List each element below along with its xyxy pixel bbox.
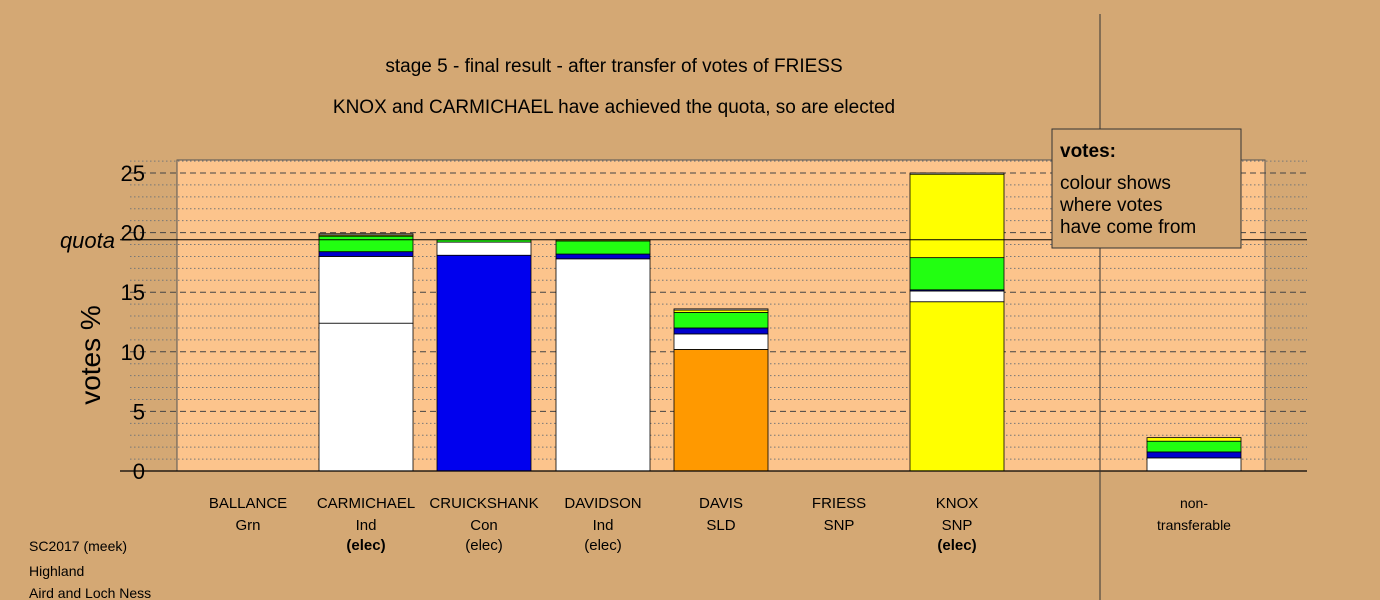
legend-line-1: colour shows: [1060, 173, 1171, 194]
bar-segment-carmichael-0: [318, 322, 414, 472]
legend-title: votes:: [1060, 141, 1116, 162]
bar-segment-cruickshank-1: [436, 241, 532, 256]
x-label-name: FRIESS: [812, 495, 866, 512]
bar-segment-knox-4: [909, 173, 1005, 259]
x-label-party: Ind: [356, 517, 377, 534]
legend-box: [1051, 128, 1242, 249]
bar-segment-davis-1: [673, 333, 769, 350]
bar-segment-davidson-0: [555, 258, 651, 472]
x-label-party: SLD: [706, 517, 735, 534]
y-tick-label: 20: [121, 221, 145, 246]
x-label-note: (elec): [584, 537, 622, 554]
x-label-note: (elec): [465, 537, 503, 554]
x-label-name: DAVIS: [699, 495, 743, 512]
legend-line-2: where votes: [1059, 195, 1162, 216]
bar-segment-carmichael-2: [318, 251, 414, 257]
bar-segment-knox-1: [909, 290, 1005, 303]
y-axis: 0 5 10 15 20 25: [121, 161, 145, 484]
bar-segment-davis-0: [673, 349, 769, 472]
bar-segment-davis-2: [673, 327, 769, 335]
x-label-name: BALLANCE: [209, 495, 287, 512]
bar-segment-davidson-1: [555, 253, 651, 260]
bar-segment-davidson-2: [555, 240, 651, 255]
chart-subtitle: KNOX and CARMICHAEL have achieved the qu…: [333, 97, 895, 118]
x-label-party: Ind: [593, 517, 614, 534]
x-label-note: (elec): [346, 537, 385, 554]
x-label-note: (elec): [937, 537, 976, 554]
x-label-name: non-: [1180, 495, 1208, 511]
x-label-name: DAVIDSON: [564, 495, 641, 512]
bar-segment-cruickshank-0: [436, 254, 532, 472]
x-label-name: CARMICHAEL: [317, 495, 415, 512]
bar-segment-non-3: [1146, 437, 1242, 442]
x-label-party: Con: [470, 517, 498, 534]
bar-segment-non-0: [1146, 457, 1242, 472]
quota-label: quota: [60, 228, 115, 253]
x-label-party: Grn: [235, 517, 260, 534]
y-tick-label: 15: [121, 280, 145, 305]
footer-line-1: SC2017 (meek): [29, 538, 127, 554]
x-label-name: KNOX: [936, 495, 979, 512]
bar-segment-knox-3: [909, 257, 1005, 291]
legend: votes: colour shows where votes have com…: [1051, 128, 1242, 249]
bar-segment-non-1: [1146, 451, 1242, 459]
y-tick-label: 0: [133, 459, 145, 484]
x-label-name: CRUICKSHANK: [429, 495, 538, 512]
bar-segment-davis-3: [673, 312, 769, 329]
bar-segment-davis-5: [673, 308, 769, 311]
y-tick-label: 25: [121, 161, 145, 186]
x-label-party: SNP: [942, 517, 973, 534]
bar-segment-carmichael-3: [318, 235, 414, 253]
bar-segment-knox-5: [909, 172, 1005, 175]
y-tick-label: 5: [133, 399, 145, 424]
bar-segment-carmichael-5: [318, 233, 414, 236]
bar-segment-carmichael-1: [318, 256, 414, 324]
footer-line-3: Aird and Loch Ness: [29, 585, 151, 600]
x-label-party: SNP: [824, 517, 855, 534]
y-tick-label: 10: [121, 340, 145, 365]
chart-title: stage 5 - final result - after transfer …: [385, 56, 842, 77]
legend-line-3: have come from: [1060, 217, 1196, 238]
x-axis-labels: BALLANCE Grn CARMICHAEL Ind (elec) CRUICKSHAN…: [209, 495, 1231, 554]
y-axis-title: votes %: [75, 305, 106, 405]
x-label-party: transferable: [1157, 517, 1231, 533]
footer-line-2: Highland: [29, 563, 84, 579]
bar-segment-non-2: [1146, 440, 1242, 453]
bar-segment-knox-0: [909, 301, 1005, 472]
